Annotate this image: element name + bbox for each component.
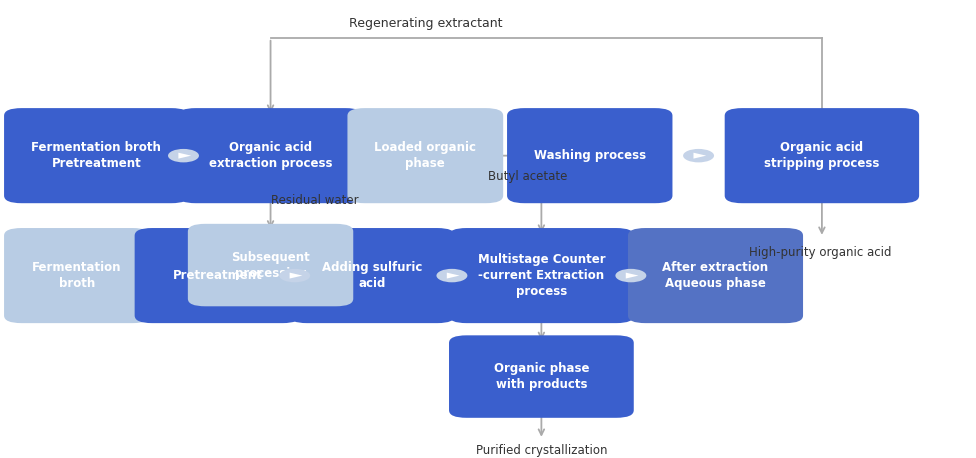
Text: Pretreatment: Pretreatment xyxy=(173,269,263,282)
Text: Washing process: Washing process xyxy=(534,149,646,162)
Text: Butyl acetate: Butyl acetate xyxy=(488,170,568,183)
FancyBboxPatch shape xyxy=(187,224,353,306)
Text: Organic acid
stripping process: Organic acid stripping process xyxy=(764,141,879,170)
FancyBboxPatch shape xyxy=(135,228,300,323)
Polygon shape xyxy=(179,153,191,158)
FancyBboxPatch shape xyxy=(347,108,504,203)
Polygon shape xyxy=(626,273,638,278)
FancyBboxPatch shape xyxy=(508,108,672,203)
Text: After extraction
Aqueous phase: After extraction Aqueous phase xyxy=(663,261,768,290)
Text: Regenerating extractant: Regenerating extractant xyxy=(348,16,502,30)
Circle shape xyxy=(436,269,468,282)
FancyBboxPatch shape xyxy=(725,108,919,203)
Circle shape xyxy=(279,269,310,282)
Circle shape xyxy=(616,269,646,282)
FancyBboxPatch shape xyxy=(179,108,363,203)
Text: Purified crystallization: Purified crystallization xyxy=(475,444,607,457)
Text: Organic acid
extraction process: Organic acid extraction process xyxy=(209,141,332,170)
FancyBboxPatch shape xyxy=(449,335,633,418)
Circle shape xyxy=(683,149,714,163)
Text: Subsequent
processing: Subsequent processing xyxy=(231,251,310,279)
Text: Adding sulfuric
acid: Adding sulfuric acid xyxy=(322,261,423,290)
FancyBboxPatch shape xyxy=(4,228,150,323)
FancyBboxPatch shape xyxy=(449,228,633,323)
Text: Residual water: Residual water xyxy=(270,194,358,207)
FancyBboxPatch shape xyxy=(290,228,455,323)
Text: Loaded organic
phase: Loaded organic phase xyxy=(375,141,476,170)
FancyBboxPatch shape xyxy=(628,228,803,323)
Polygon shape xyxy=(290,273,303,278)
Text: Fermentation
broth: Fermentation broth xyxy=(32,261,122,290)
Text: High-purity organic acid: High-purity organic acid xyxy=(750,246,892,259)
Text: Multistage Counter
-current Extraction
process: Multistage Counter -current Extraction p… xyxy=(477,253,605,298)
Polygon shape xyxy=(694,153,707,158)
FancyBboxPatch shape xyxy=(4,108,188,203)
Text: Organic phase
with products: Organic phase with products xyxy=(494,362,590,391)
Circle shape xyxy=(168,149,199,163)
Polygon shape xyxy=(447,273,460,278)
Text: Fermentation broth
Pretreatment: Fermentation broth Pretreatment xyxy=(31,141,161,170)
